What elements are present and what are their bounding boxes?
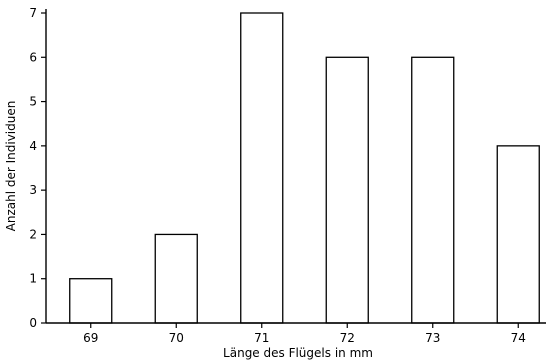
x-tick-label: 74 bbox=[511, 331, 526, 345]
bar-71 bbox=[240, 12, 284, 324]
bar-69 bbox=[69, 278, 113, 324]
y-tick-label: 3 bbox=[29, 183, 37, 197]
y-tick-label: 7 bbox=[29, 6, 37, 20]
x-tick-label: 73 bbox=[425, 331, 440, 345]
y-tick-label: 2 bbox=[29, 227, 37, 241]
bar-73 bbox=[411, 56, 455, 324]
x-tick-label: 70 bbox=[169, 331, 184, 345]
y-axis-ticks: 0 1 2 3 4 5 6 7 bbox=[29, 6, 46, 330]
x-tick-label: 69 bbox=[83, 331, 98, 345]
bar-72 bbox=[325, 56, 369, 324]
bar-70 bbox=[154, 233, 198, 324]
y-tick-label: 4 bbox=[29, 139, 37, 153]
y-tick-label: 1 bbox=[29, 272, 37, 286]
x-axis-ticks: 69 70 71 72 73 74 bbox=[83, 323, 526, 345]
x-axis-title: Länge des Flügels in mm bbox=[223, 346, 373, 360]
x-tick-label: 72 bbox=[340, 331, 355, 345]
bar-74 bbox=[496, 145, 540, 324]
y-tick-label: 0 bbox=[29, 316, 37, 330]
y-axis-title: Anzahl der Individuen bbox=[4, 101, 18, 232]
y-tick-label: 5 bbox=[29, 95, 37, 109]
x-tick-label: 71 bbox=[254, 331, 269, 345]
y-tick-label: 6 bbox=[29, 50, 37, 64]
bars bbox=[69, 12, 540, 324]
